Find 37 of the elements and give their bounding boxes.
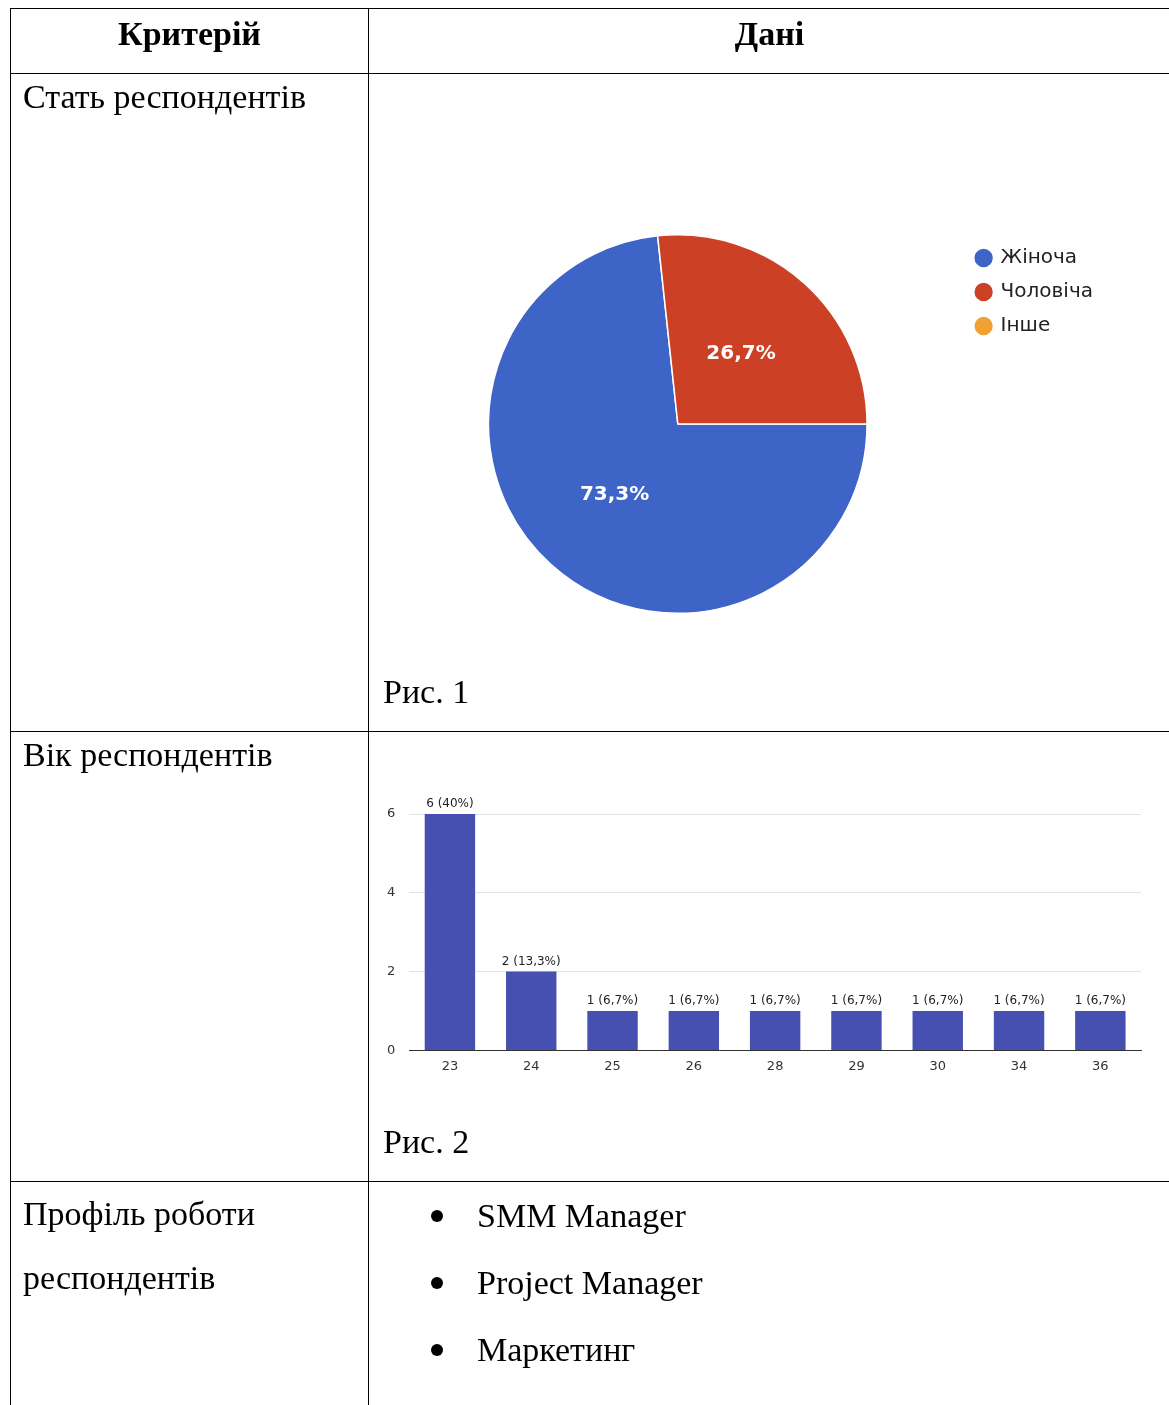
data-label: 1 (6,7%) (749, 993, 801, 1008)
data-label: 73,3% (579, 480, 650, 505)
y-tick-label: 4 (386, 884, 396, 900)
x-tick-label: 30 (929, 1057, 947, 1073)
x-tick-label: 34 (1010, 1057, 1028, 1073)
x-tick-label: 26 (685, 1057, 703, 1073)
data-label: 1 (6,7%) (668, 993, 720, 1008)
text: Рис. 1 (383, 673, 470, 711)
text: Критерій (11, 9, 369, 73)
legend-label: Інше (1000, 312, 1051, 337)
y-tick-label: 2 (386, 962, 396, 978)
text: Профіль роботи респондентів (11, 1182, 369, 1405)
data-label: 6 (40%) (426, 796, 474, 811)
data-label: 1 (6,7%) (1074, 993, 1126, 1008)
x-tick-label: 29 (848, 1057, 865, 1073)
data-label: 1 (6,7%) (993, 993, 1045, 1008)
text: Стать респондентів (11, 74, 369, 731)
text: Маркетинг (477, 1330, 636, 1370)
text: Рис. 2 (383, 1123, 470, 1161)
y-tick-label: 6 (386, 805, 396, 821)
chart-title: Вік респондентів (11, 732, 369, 1181)
data-label: 26,7% (706, 339, 776, 364)
data-label: 2 (13,3%) (501, 953, 561, 968)
x-tick-label: 24 (522, 1057, 540, 1073)
data-label: 1 (6,7%) (586, 993, 639, 1008)
x-tick-label: 23 (441, 1057, 459, 1073)
data-label: 1 (6,7%) (830, 993, 883, 1008)
text: Project Manager (477, 1263, 703, 1303)
y-tick-label: 0 (386, 1041, 396, 1057)
legend-label: Чоловіча (1000, 278, 1094, 303)
x-tick-label: 25 (604, 1057, 621, 1073)
text: Дані (733, 14, 806, 54)
text: SMM Manager (477, 1196, 686, 1236)
x-tick-label: 28 (766, 1057, 784, 1073)
legend-label: Жіноча (1000, 244, 1078, 269)
x-tick-label: 36 (1092, 1057, 1109, 1073)
data-label: 1 (6,7%) (912, 993, 964, 1008)
